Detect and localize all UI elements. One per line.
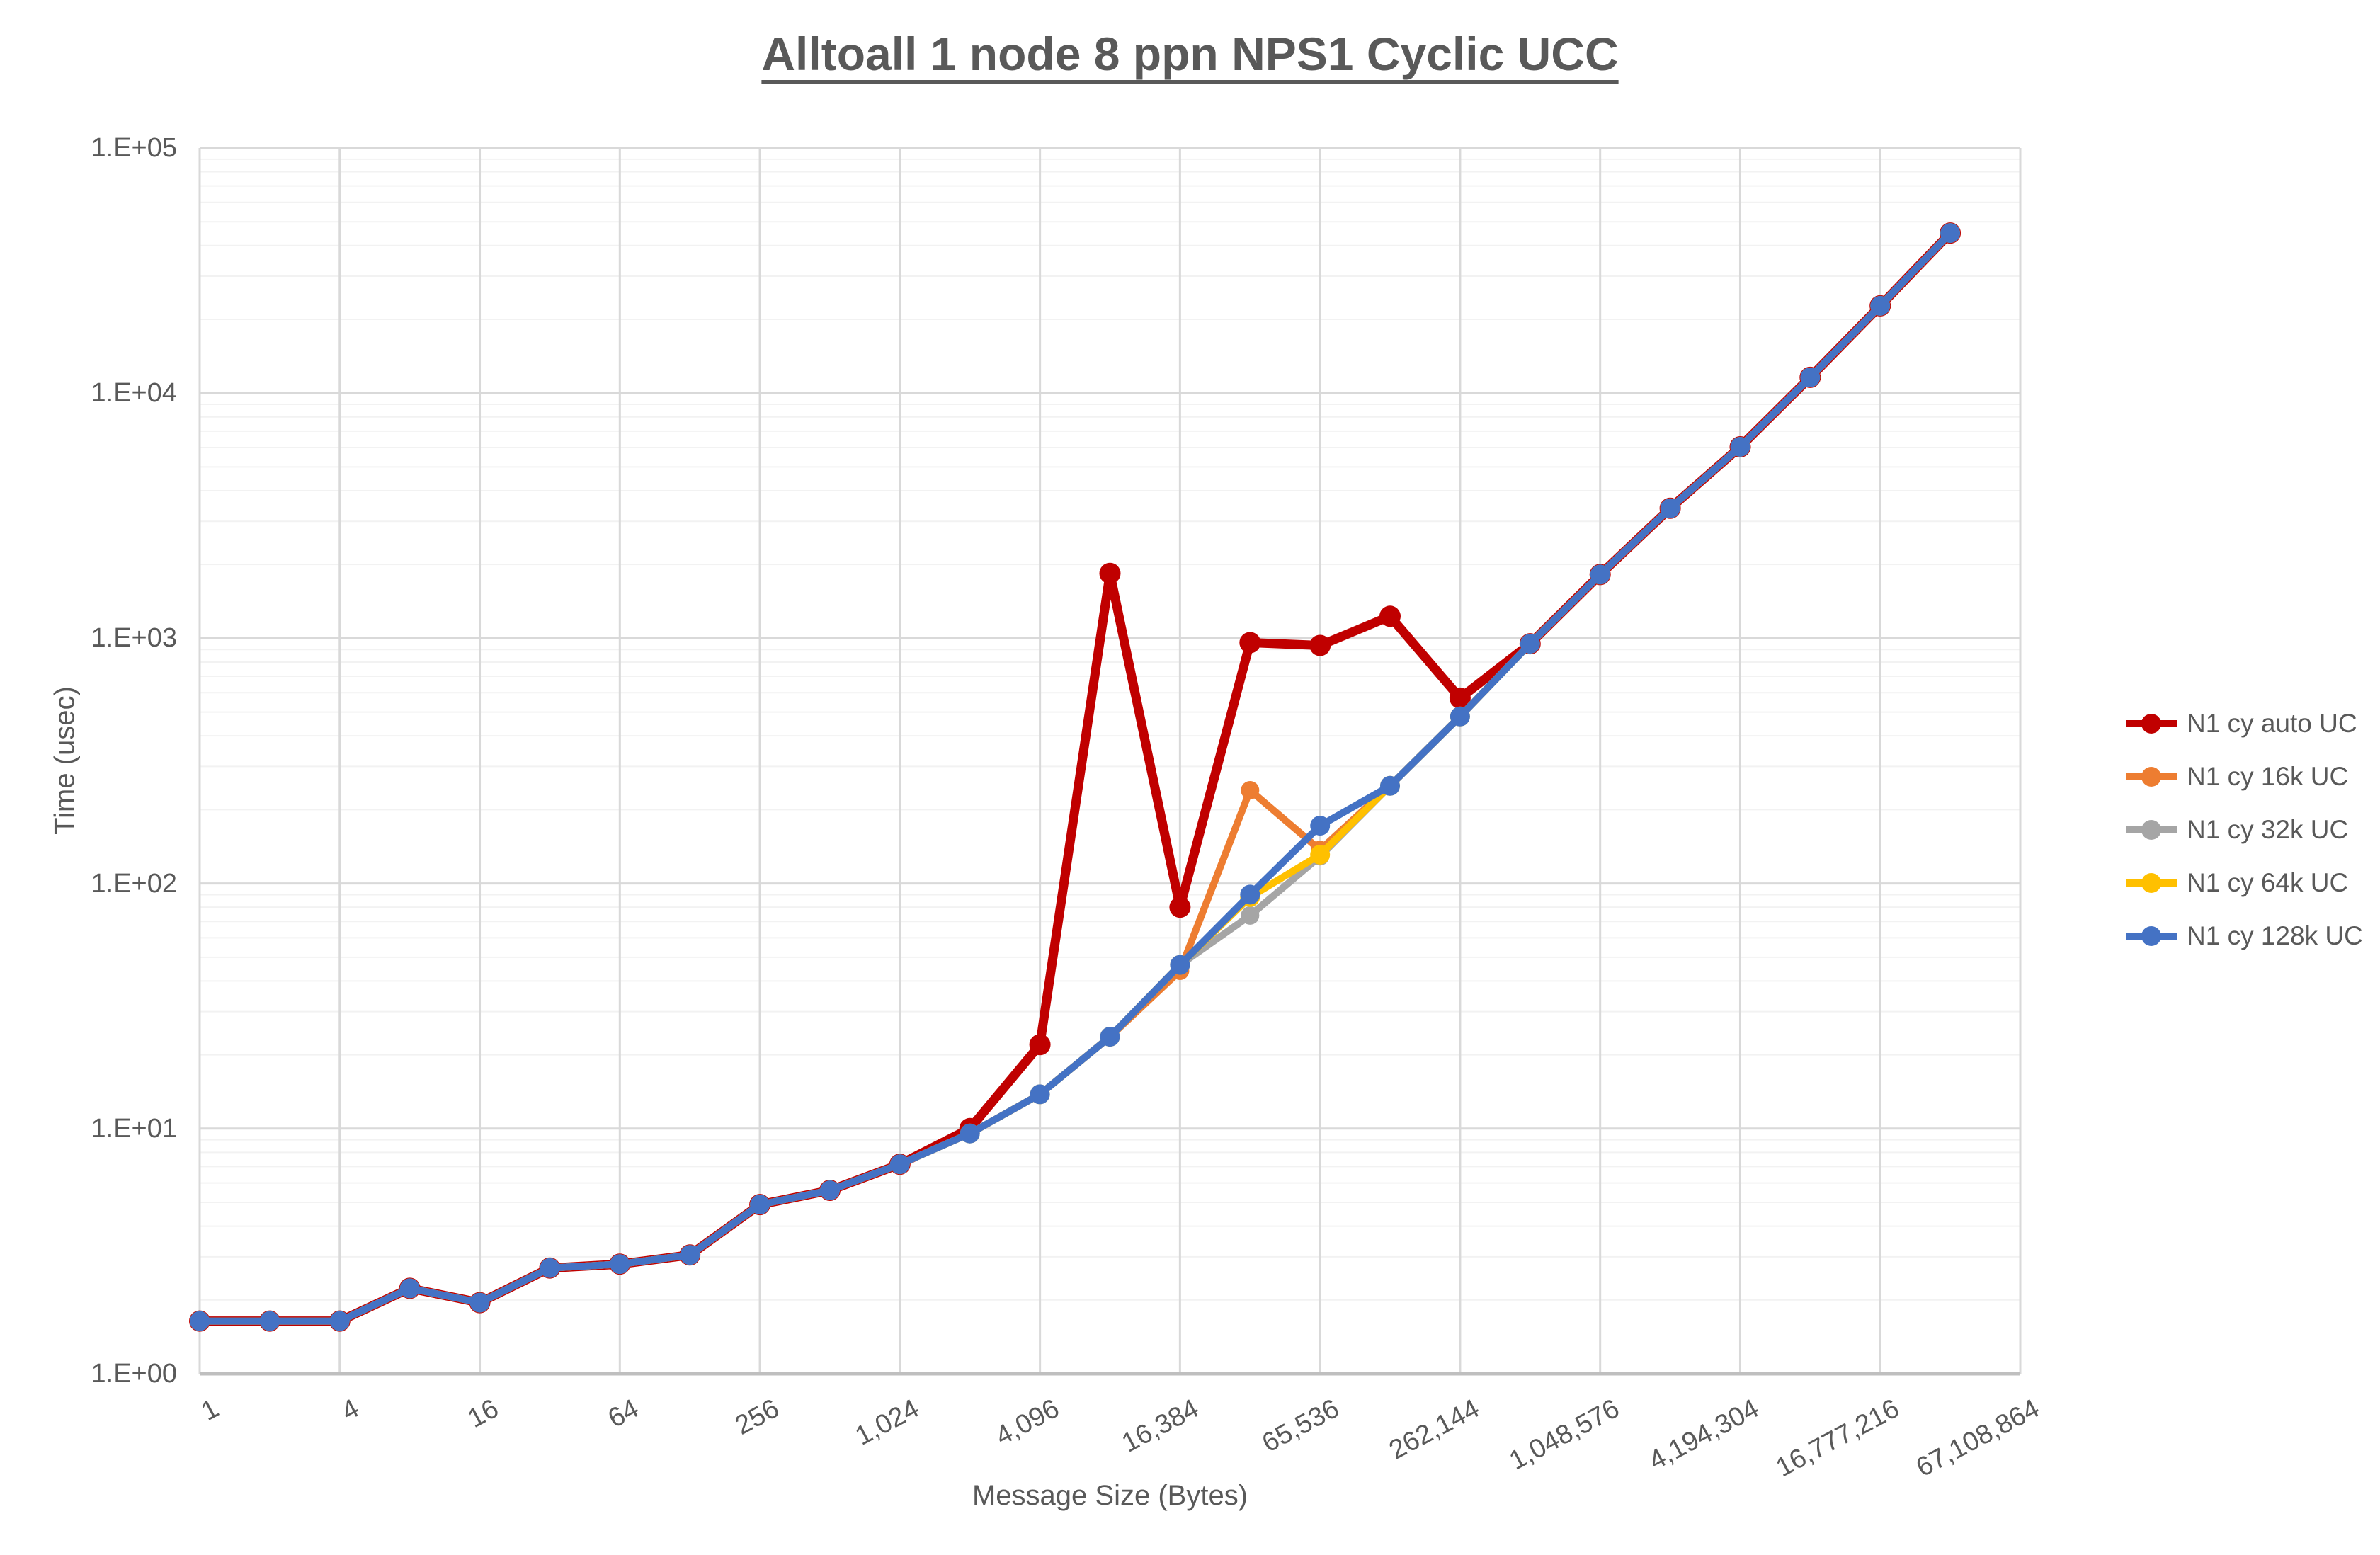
legend-line-marker-icon	[2126, 925, 2177, 947]
data-point	[680, 1245, 700, 1265]
legend: N1 cy auto UC N1 cy 16k UC N1 cy 32k UC N1 …	[2126, 697, 2363, 962]
y-axis-title: Time (usec)	[49, 686, 81, 835]
data-point	[329, 1311, 350, 1331]
data-point	[1309, 634, 1331, 656]
data-point	[960, 1123, 980, 1144]
legend-line-marker-icon	[2126, 713, 2177, 734]
data-point	[1030, 1084, 1050, 1105]
data-point	[1310, 816, 1331, 836]
y-tick-label: 1.E+03	[91, 623, 178, 654]
legend-item-label: N1 cy 16k UC	[2187, 761, 2349, 791]
y-tick-label: 1.E+01	[91, 1113, 178, 1144]
data-point	[469, 1292, 490, 1313]
y-tick-label: 1.E+02	[91, 868, 178, 899]
data-point	[1379, 605, 1401, 627]
series-line-n1-cy-32k-uc	[196, 229, 1954, 1325]
data-point	[399, 1278, 420, 1299]
data-point	[190, 1311, 210, 1331]
legend-item-label: N1 cy 32k UC	[2187, 814, 2349, 844]
data-point	[1520, 634, 1540, 654]
series-line-n1-cy-auto-uc	[195, 228, 1955, 1326]
y-tick-label: 1.E+05	[91, 133, 178, 163]
legend-line-marker-icon	[2126, 872, 2177, 894]
data-point	[1870, 295, 1891, 316]
y-tick-label: 1.E+04	[91, 378, 178, 409]
legend-item-label: N1 cy auto UC	[2187, 708, 2357, 738]
legend-line-marker-icon	[2126, 819, 2177, 841]
series-line-n1-cy-64k-uc	[196, 229, 1954, 1325]
data-point	[1100, 1027, 1120, 1047]
data-point	[1450, 706, 1470, 727]
series-line-n1-cy-16k-uc	[196, 229, 1954, 1325]
data-point	[1099, 562, 1121, 584]
legend-item: N1 cy 32k UC	[2126, 803, 2363, 856]
data-point	[1029, 1034, 1051, 1056]
data-point	[1449, 687, 1471, 709]
data-point	[820, 1180, 840, 1200]
legend-item: N1 cy 128k UC	[2126, 909, 2363, 962]
data-point	[1380, 775, 1400, 796]
data-point	[1240, 884, 1260, 905]
data-point	[1590, 564, 1610, 585]
data-point	[1241, 906, 1260, 925]
legend-item: N1 cy 64k UC	[2126, 856, 2363, 909]
data-point	[1239, 632, 1261, 654]
data-point	[750, 1195, 770, 1215]
data-point	[889, 1154, 910, 1175]
data-point	[1940, 223, 1961, 244]
data-point	[1310, 845, 1331, 865]
chart-title: Alltoall 1 node 8 ppn NPS1 Cyclic UCC	[761, 28, 1619, 80]
data-point	[610, 1254, 630, 1275]
legend-item: N1 cy auto UC	[2126, 697, 2363, 750]
data-point	[1170, 955, 1190, 975]
legend-item: N1 cy 16k UC	[2126, 750, 2363, 803]
data-point	[1800, 367, 1821, 387]
legend-item-label: N1 cy 64k UC	[2187, 867, 2349, 897]
legend-line-marker-icon	[2126, 766, 2177, 787]
legend-item-label: N1 cy 128k UC	[2187, 921, 2363, 950]
data-point	[1730, 437, 1750, 457]
y-tick-label: 1.E+00	[91, 1359, 178, 1389]
data-point	[1660, 498, 1680, 518]
data-point	[1169, 896, 1191, 918]
x-axis-title: Message Size (Bytes)	[972, 1480, 1248, 1511]
data-point	[1241, 781, 1260, 799]
series-line-n1-cy-128k-uc	[196, 229, 1954, 1325]
data-point	[540, 1258, 560, 1278]
data-point	[259, 1311, 280, 1331]
